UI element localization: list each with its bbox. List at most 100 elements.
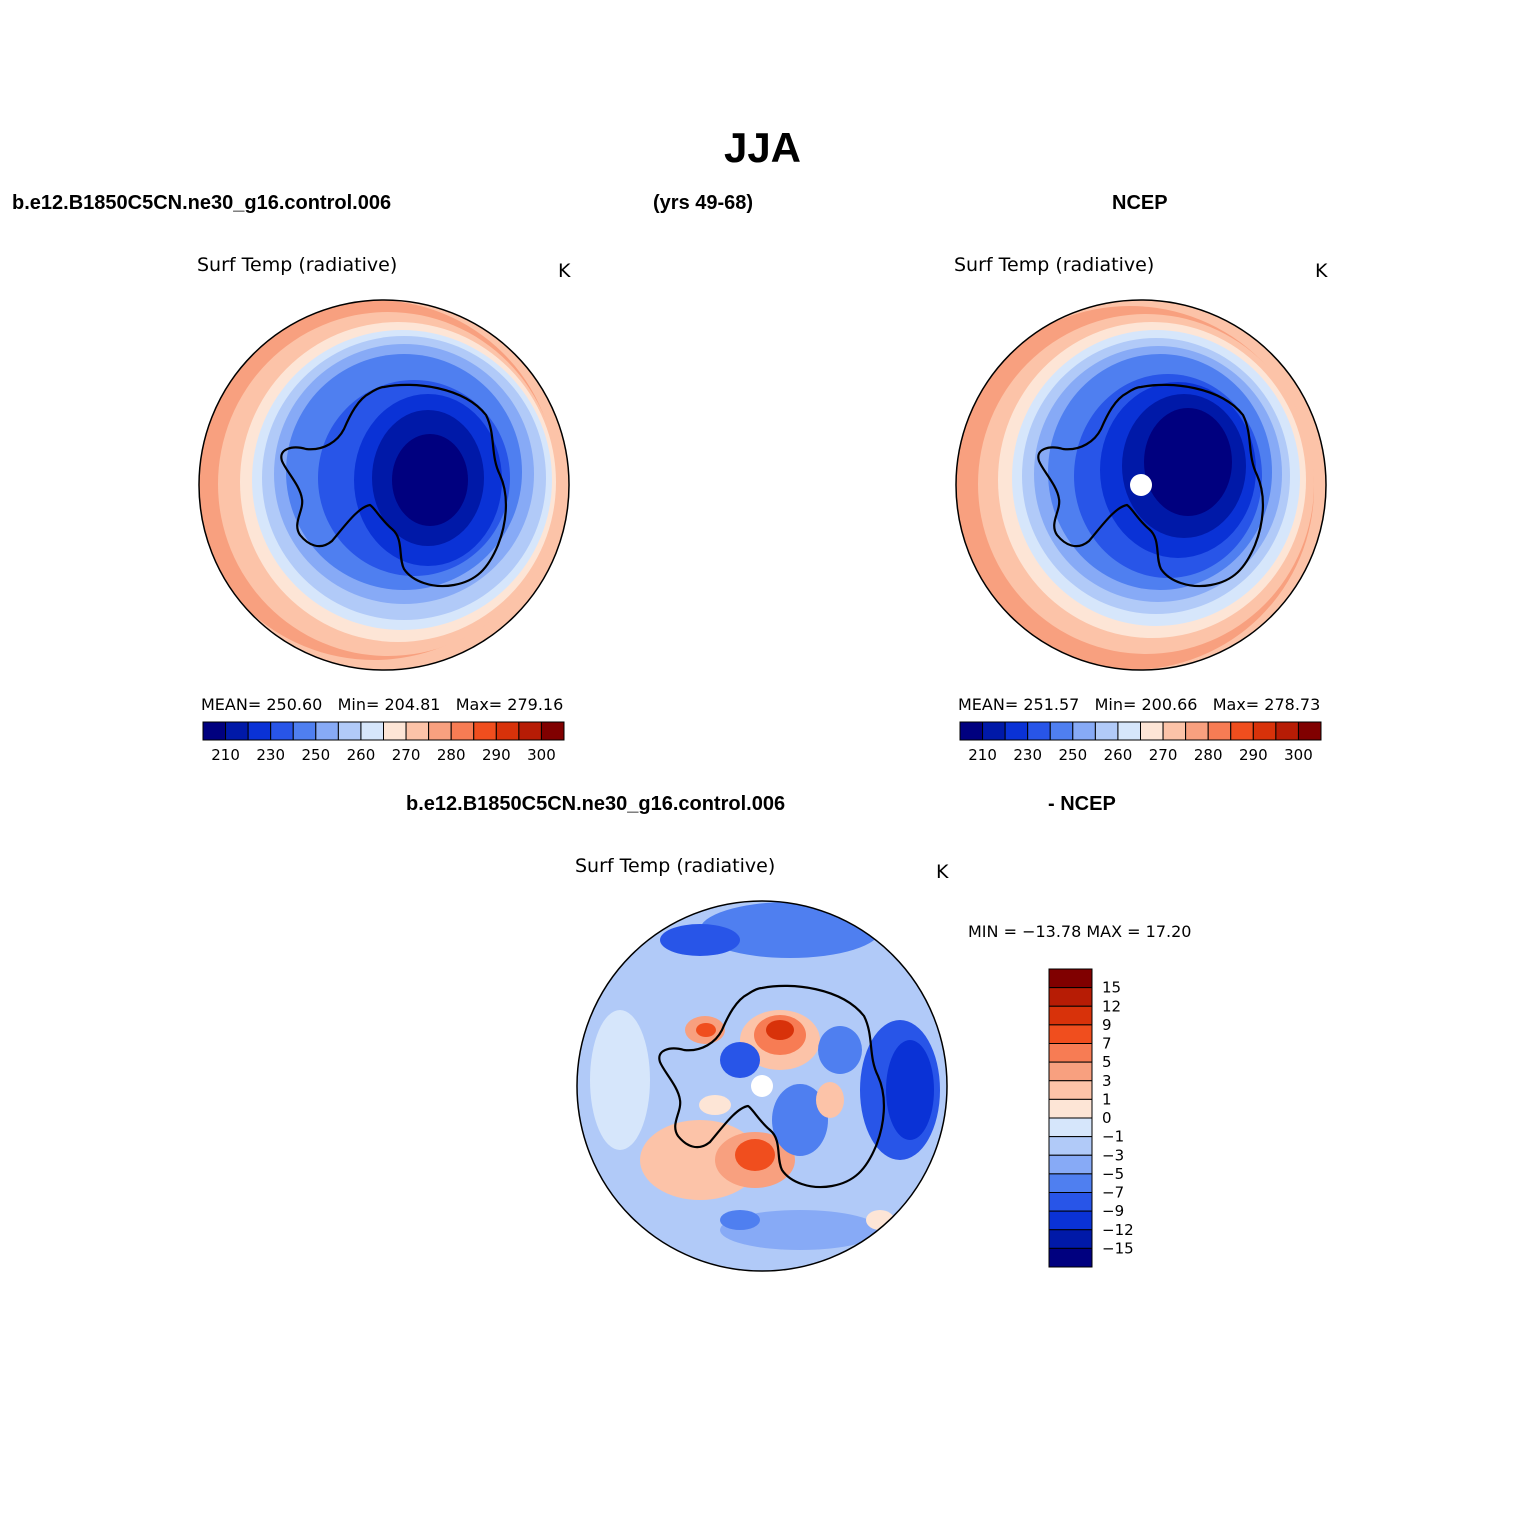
- colorbar-difference-swatch: [1048, 1229, 1093, 1249]
- map-border: [198, 299, 570, 671]
- left-max-value: 279.16: [507, 695, 564, 714]
- diff-minmax: MIN = −13.78 MAX = 17.20: [968, 922, 1192, 941]
- colorbar-obs-swatch: [1094, 721, 1119, 741]
- left-min-value: 204.81: [384, 695, 441, 714]
- colorbar-model-swatch: [428, 721, 452, 741]
- colorbar-obs-tick-label: 280: [1194, 746, 1223, 764]
- colorbar-difference-swatch: [1048, 1005, 1093, 1026]
- colorbar-model-tick-label: 250: [301, 746, 330, 764]
- colorbar-model-swatch: [360, 721, 384, 741]
- colorbar-model-swatch: [202, 721, 227, 741]
- map-border: [576, 900, 948, 1272]
- right-stats: MEAN= 251.57 Min= 200.66 Max= 278.73: [958, 695, 1320, 714]
- left-mean-label: MEAN=: [201, 695, 262, 714]
- colorbar-difference-tick-label: 5: [1102, 1053, 1112, 1071]
- colorbar-obs-swatch: [1207, 721, 1232, 741]
- colorbar-obs-swatch: [1162, 721, 1187, 741]
- obs-polar-map: [955, 299, 1327, 671]
- colorbar-obs-tick-label: 270: [1149, 746, 1178, 764]
- left-units: K: [558, 260, 571, 282]
- colorbar-obs-swatch: [1230, 721, 1254, 741]
- diff-field-name: Surf Temp (radiative): [575, 855, 776, 877]
- colorbar-difference-swatch: [1048, 1192, 1093, 1212]
- colorbar-difference-tick-label: −1: [1102, 1128, 1124, 1146]
- colorbar-obs-swatch: [1072, 721, 1096, 741]
- colorbar-difference-tick-label: 9: [1102, 1016, 1112, 1034]
- colorbar-model-swatch: [225, 721, 249, 741]
- colorbar-obs-tick-label: 300: [1284, 746, 1313, 764]
- right-min-value: 200.66: [1141, 695, 1198, 714]
- colorbar-difference-tick-label: 0: [1102, 1109, 1112, 1127]
- colorbar-obs-tick-label: 210: [968, 746, 997, 764]
- diff-units: K: [936, 861, 949, 883]
- colorbar-model-swatch: [337, 721, 362, 741]
- colorbar-difference-tick-label: 7: [1102, 1035, 1112, 1053]
- right-min-label: Min=: [1094, 695, 1137, 714]
- map-border: [955, 299, 1327, 671]
- left-stats: MEAN= 250.60 Min= 204.81 Max= 279.16: [201, 695, 563, 714]
- colorbar-model-swatch: [315, 721, 339, 741]
- colorbar-difference-tick-label: −9: [1102, 1202, 1124, 1220]
- colorbar-obs-swatch: [982, 721, 1006, 741]
- colorbar-obs-swatch: [1185, 721, 1209, 741]
- colorbar-obs-swatch: [1049, 721, 1074, 741]
- colorbar-model-swatch: [292, 721, 317, 741]
- diff-case-name: b.e12.B1850C5CN.ne30_g16.control.006: [406, 793, 786, 815]
- colorbar-obs-tick-label: 250: [1058, 746, 1087, 764]
- colorbar-obs-tick-label: 290: [1239, 746, 1268, 764]
- colorbar-model-tick-label: 210: [211, 746, 240, 764]
- obs-name: NCEP: [1112, 192, 1168, 214]
- left-field-name: Surf Temp (radiative): [197, 254, 398, 276]
- colorbar-difference-tick-label: −5: [1102, 1165, 1124, 1183]
- difference-polar-map: [576, 900, 948, 1272]
- colorbar-difference-swatch: [1048, 1117, 1093, 1138]
- colorbar-model-tick-label: 290: [482, 746, 511, 764]
- left-mean-value: 250.60: [266, 695, 323, 714]
- case-name: b.e12.B1850C5CN.ne30_g16.control.006: [12, 192, 392, 214]
- colorbar-difference-swatch: [1048, 1173, 1093, 1193]
- colorbar-obs-swatch: [1027, 721, 1051, 741]
- colorbar-difference-swatch: [1048, 1080, 1093, 1100]
- colorbar-difference-swatch: [1048, 1136, 1093, 1156]
- colorbar-model-tick-label: 260: [347, 746, 376, 764]
- colorbar-model-tick-label: 300: [527, 746, 556, 764]
- colorbar-model-swatch: [270, 721, 294, 741]
- right-max-value: 278.73: [1264, 695, 1321, 714]
- colorbar-model-tick-label: 280: [437, 746, 466, 764]
- colorbar-model-tick-label: 230: [256, 746, 285, 764]
- colorbar-difference-swatch: [1048, 1061, 1093, 1082]
- colorbar-model-swatch: [450, 721, 475, 741]
- colorbar-difference-swatch: [1048, 1024, 1093, 1044]
- colorbar-difference-swatch: [1048, 1210, 1093, 1231]
- colorbar-model-tick-label: 270: [392, 746, 421, 764]
- colorbar-model-swatch: [540, 721, 565, 741]
- colorbar-obs-swatch: [1117, 721, 1141, 741]
- figure-title: JJA: [723, 124, 802, 171]
- colorbar-model-swatch: [405, 721, 430, 741]
- colorbar-model-swatch: [473, 721, 497, 741]
- colorbar-model-swatch: [383, 721, 407, 741]
- colorbar-model-swatch: [495, 721, 520, 741]
- colorbar-obs-swatch: [1140, 721, 1164, 741]
- colorbar-obs-swatch: [1252, 721, 1277, 741]
- colorbar-difference-tick-label: −15: [1102, 1239, 1134, 1257]
- diff-minus-obs: - NCEP: [1048, 793, 1116, 815]
- colorbar-difference-swatch: [1048, 1043, 1093, 1063]
- colorbar-obs-swatch: [1275, 721, 1299, 741]
- colorbar-difference-swatch: [1048, 1154, 1093, 1175]
- model-polar-map: [198, 299, 570, 671]
- right-units: K: [1315, 260, 1328, 282]
- left-min-label: Min=: [337, 695, 380, 714]
- pole-hole: [751, 1075, 773, 1097]
- right-mean-label: MEAN=: [958, 695, 1019, 714]
- colorbar-obs: 210 230 250 260 270 280 290 300: [959, 721, 1322, 764]
- colorbar-difference-swatch: [1048, 1247, 1093, 1268]
- colorbar-difference-tick-label: 12: [1102, 997, 1121, 1015]
- colorbar-difference-tick-label: 3: [1102, 1072, 1112, 1090]
- colorbar-model-swatch: [247, 721, 272, 741]
- colorbar-obs-tick-label: 260: [1104, 746, 1133, 764]
- colorbar-difference-swatch: [1048, 987, 1093, 1007]
- colorbar-model-swatch: [518, 721, 542, 741]
- colorbar-difference-swatch: [1048, 968, 1093, 989]
- pole-hole: [1130, 474, 1152, 496]
